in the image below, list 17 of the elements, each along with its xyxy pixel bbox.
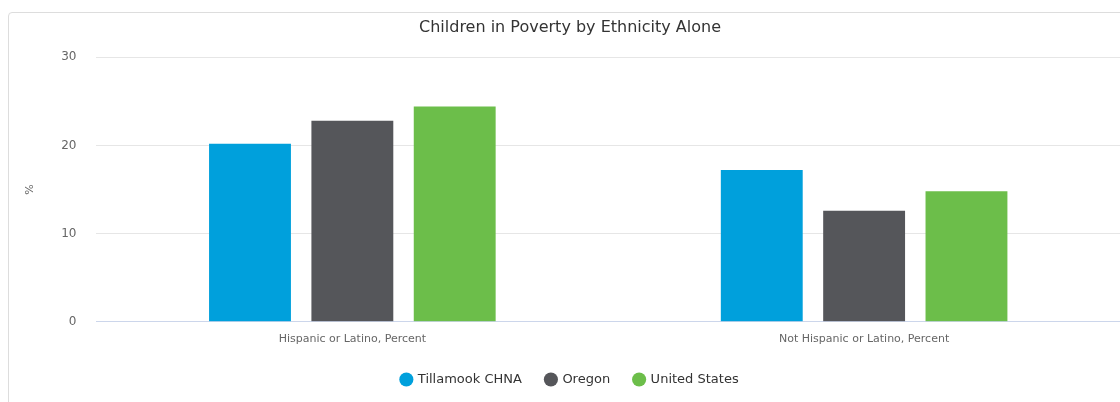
bar — [413, 106, 496, 322]
bar — [311, 120, 394, 322]
y-tick-label: 20 — [61, 137, 77, 152]
bar — [209, 143, 291, 322]
bar — [720, 170, 803, 322]
y-axis-title: % — [23, 184, 37, 195]
y-tick-label: 10 — [61, 225, 77, 240]
legend-label: United States — [650, 370, 739, 386]
y-tick-label: 0 — [68, 313, 77, 328]
bar — [823, 210, 906, 322]
legend-label: Tillamook CHNA — [416, 370, 522, 386]
y-tick-label: 30 — [61, 49, 77, 64]
x-tick-label: Hispanic or Latino, Percent — [278, 332, 427, 346]
bar — [925, 191, 1008, 322]
chart-title: Children in Poverty by Ethnicity Alone — [419, 16, 721, 36]
x-tick-label: Not Hispanic or Latino, Percent — [779, 332, 950, 346]
legend-label: Oregon — [562, 370, 611, 386]
